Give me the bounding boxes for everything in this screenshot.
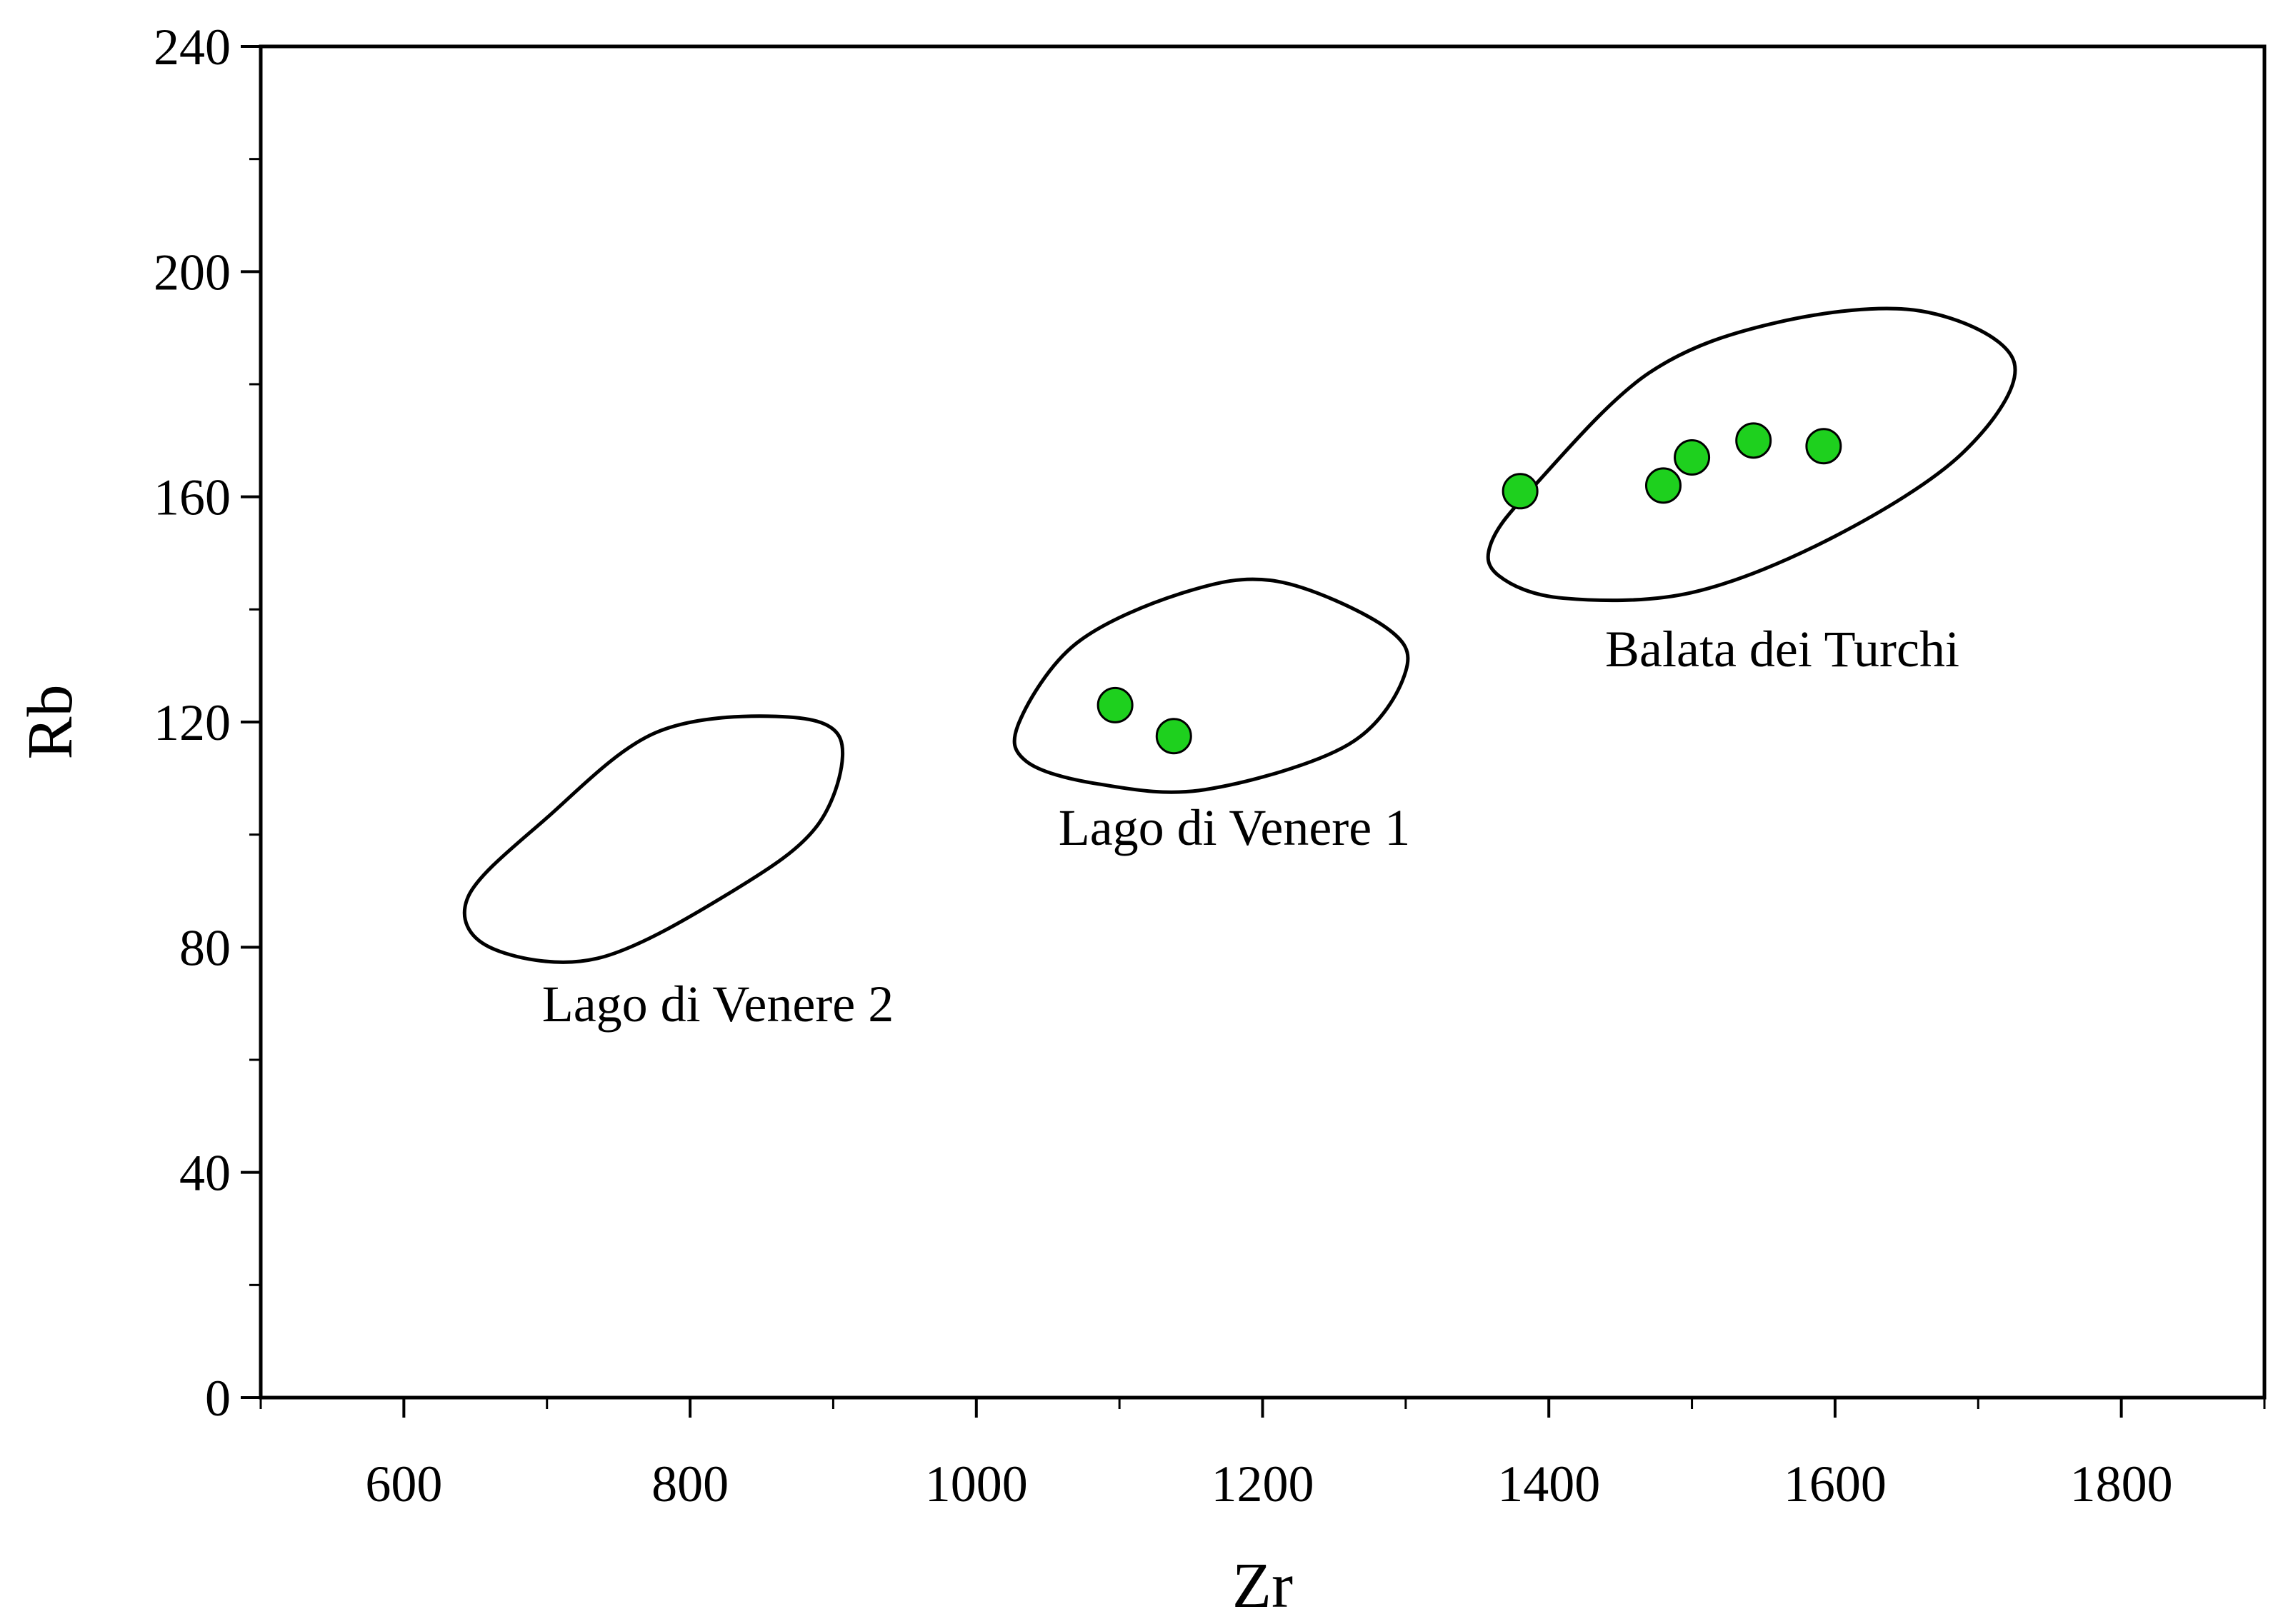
x-tick-label: 1800 xyxy=(2070,1455,2173,1513)
axes-layer: 0 40 80 120 160 200 240 600 800 1000 1200 1400 1600 1… xyxy=(154,19,2267,1513)
y-tick-label: 160 xyxy=(154,469,231,526)
data-point xyxy=(1645,467,1682,504)
data-point xyxy=(1735,422,1772,459)
x-tick-label: 1400 xyxy=(1497,1455,1600,1513)
y-tick-label: 120 xyxy=(154,694,231,751)
y-tick-label: 200 xyxy=(154,244,231,301)
y-tick-label: 80 xyxy=(179,919,231,976)
x-tick-label: 600 xyxy=(365,1455,442,1513)
x-axis-title: Zr xyxy=(1232,1550,1293,1621)
data-point xyxy=(1805,428,1842,465)
y-tick-label: 0 xyxy=(205,1370,231,1427)
x-tick-label: 800 xyxy=(651,1455,729,1513)
field-outline xyxy=(1012,577,1410,794)
y-tick-label: 240 xyxy=(154,19,231,76)
x-tick-label: 1600 xyxy=(1784,1455,1887,1513)
y-axis-title: Rb xyxy=(15,684,86,759)
field-outline xyxy=(1486,306,2017,603)
data-point xyxy=(1502,473,1539,510)
field-outline xyxy=(462,714,844,964)
data-point xyxy=(1096,686,1134,723)
x-tick-label: 1000 xyxy=(925,1455,1028,1513)
plot-frame xyxy=(259,44,2267,1400)
x-tick-label: 1200 xyxy=(1212,1455,1314,1513)
field-label: Lago di Venere 1 xyxy=(1059,799,1411,856)
points-layer xyxy=(1096,422,1842,755)
data-point xyxy=(1155,718,1192,755)
field-label: Lago di Venere 2 xyxy=(542,976,894,1033)
field-label: Balata dei Turchi xyxy=(1605,621,1959,678)
data-point xyxy=(1674,438,1711,476)
y-tick-label: 40 xyxy=(179,1145,231,1202)
fields-layer: Lago di Venere 2 Lago di Venere 1 Balata d… xyxy=(462,306,2017,1033)
